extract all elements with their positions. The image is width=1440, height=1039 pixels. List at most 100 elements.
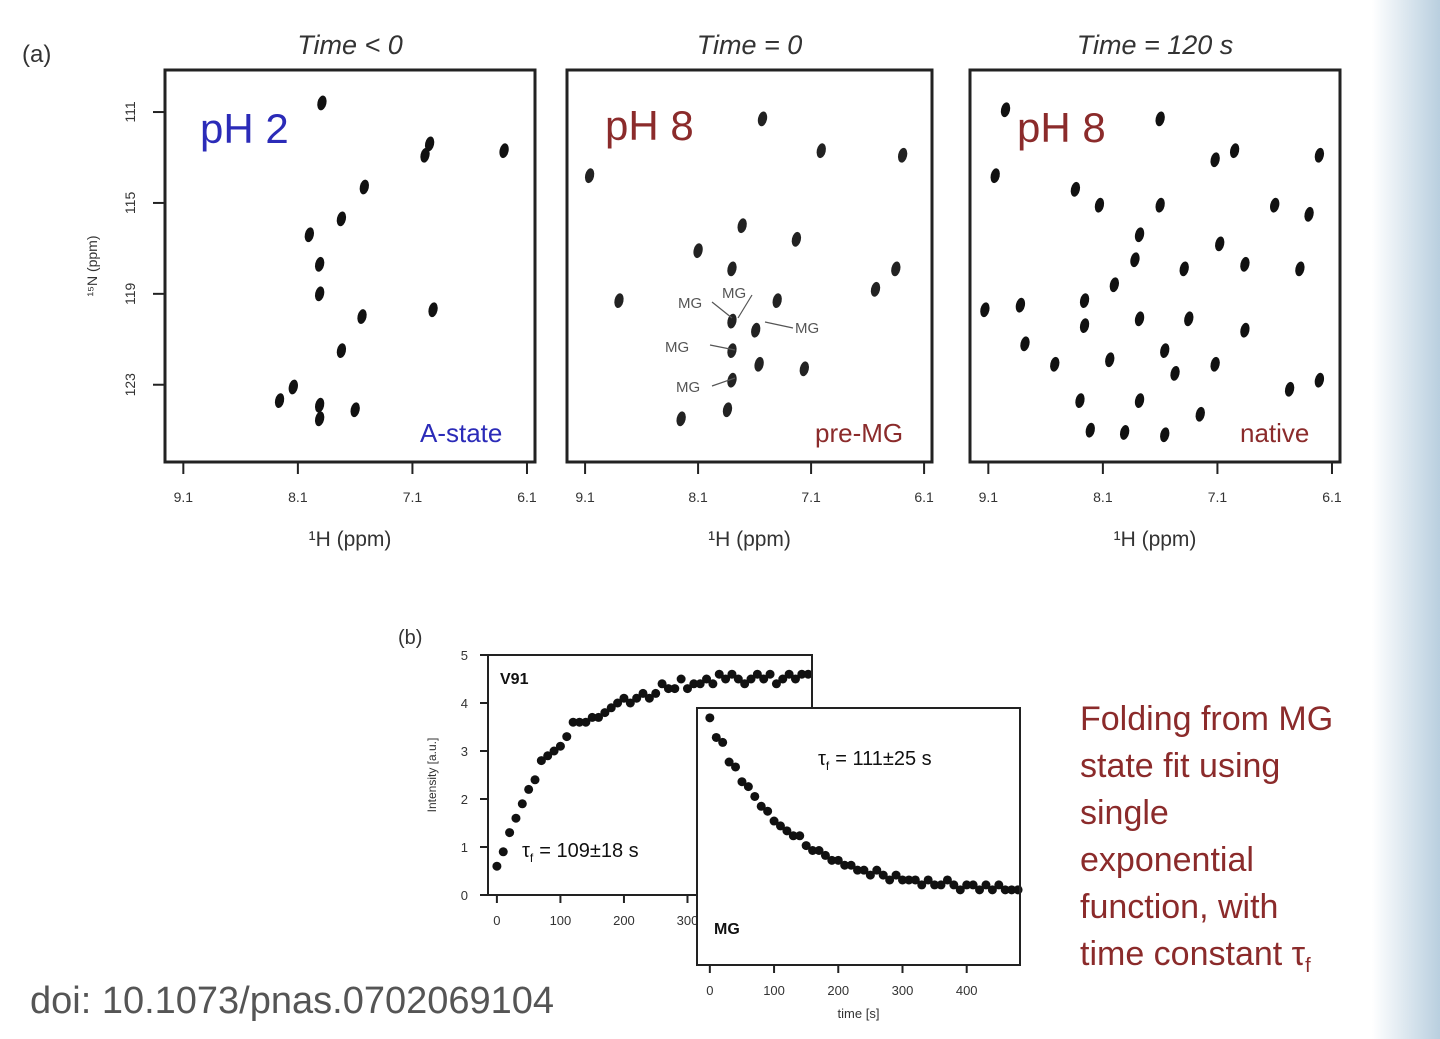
peak [676,411,686,427]
peak [424,136,435,152]
peak [1229,143,1240,159]
data-point [790,674,800,684]
data-point [801,841,811,851]
data-point [771,679,781,689]
peak [1079,293,1090,309]
peak [1050,356,1060,372]
callout-line [711,377,736,387]
data-point [788,831,798,841]
plot-frame [968,68,1342,464]
plot-frame [163,68,537,464]
data-point [949,880,959,890]
data-point [763,806,773,816]
data-point [987,885,997,895]
peak [1015,297,1026,313]
caption-line: function, with [1080,888,1278,926]
annotation: pre-MG [815,418,903,448]
callout-line [711,301,733,319]
annotation: native [1240,418,1309,448]
data-point [923,875,933,885]
peak [357,309,367,324]
peak [584,168,595,184]
chart-title: Time < 0 [297,30,403,60]
data-point [705,713,715,723]
peak [499,143,509,159]
peak [1000,102,1011,118]
data-point [606,703,616,713]
peak [314,256,325,272]
plot-area [165,70,535,462]
peak [751,322,761,338]
data-point [587,712,597,722]
data-point [820,850,830,860]
y-tick-label: 111 [122,101,138,122]
data-point [574,717,584,727]
callout-line [709,344,736,351]
data-point [743,782,753,792]
data-point [936,880,946,890]
peak [1179,261,1189,277]
peak [754,356,764,372]
x-tick-label: 6.1 [517,489,537,505]
x-tick-label: 8.1 [288,489,308,505]
data-point [600,708,610,718]
data-point [689,679,699,689]
peak [1155,197,1165,213]
x-tick-label: 7.1 [1208,489,1228,505]
data-point [536,756,546,766]
data-point [657,679,667,689]
callout-line [764,321,794,329]
data-point [670,684,680,694]
data-point [708,679,718,689]
x-tick-label: 100 [763,983,785,998]
caption-line: exponential [1080,841,1254,879]
peak [304,227,315,243]
data-point [619,693,629,703]
data-point [778,674,788,684]
x-tick-label: 8.1 [1093,489,1113,505]
annotation: pH 8 [605,102,694,149]
peak [1134,227,1145,243]
peak [350,402,360,418]
data-point [695,679,705,689]
data-point [731,762,741,772]
x-tick-label: 200 [613,913,635,928]
chart-title: Time = 0 [697,30,803,60]
x-tick-label: 6.1 [914,489,934,505]
peak [1070,181,1081,197]
data-point [782,826,792,836]
data-point [530,775,540,785]
data-point [663,684,673,694]
data-point [714,669,724,679]
data-point [765,669,775,679]
peak [314,286,325,302]
peak [274,393,285,409]
peak [737,218,747,234]
annotation-text: = 111±25 s [835,748,931,770]
peak [336,343,347,359]
peak [336,211,347,227]
plot-area [970,70,1340,462]
peak [1020,336,1030,352]
annotation: V91 [500,671,529,688]
peak [1160,427,1170,443]
data-point [962,880,972,890]
data-point [632,693,642,703]
peak [727,313,737,329]
slide-edge [1372,0,1440,1039]
peak [1160,343,1170,359]
annotation: MG [714,921,740,938]
peak [1170,365,1180,381]
caption-line: Folding from MG [1080,700,1333,738]
peak [693,243,703,259]
data-point [718,737,728,747]
peak [1240,322,1250,338]
data-point [904,875,914,885]
peak [757,111,768,127]
y-tick-label: 4 [461,696,468,711]
caption-text: time constant τ [1080,935,1306,973]
data-point [942,875,952,885]
peak [1119,425,1130,440]
caption-line: single [1080,794,1169,832]
